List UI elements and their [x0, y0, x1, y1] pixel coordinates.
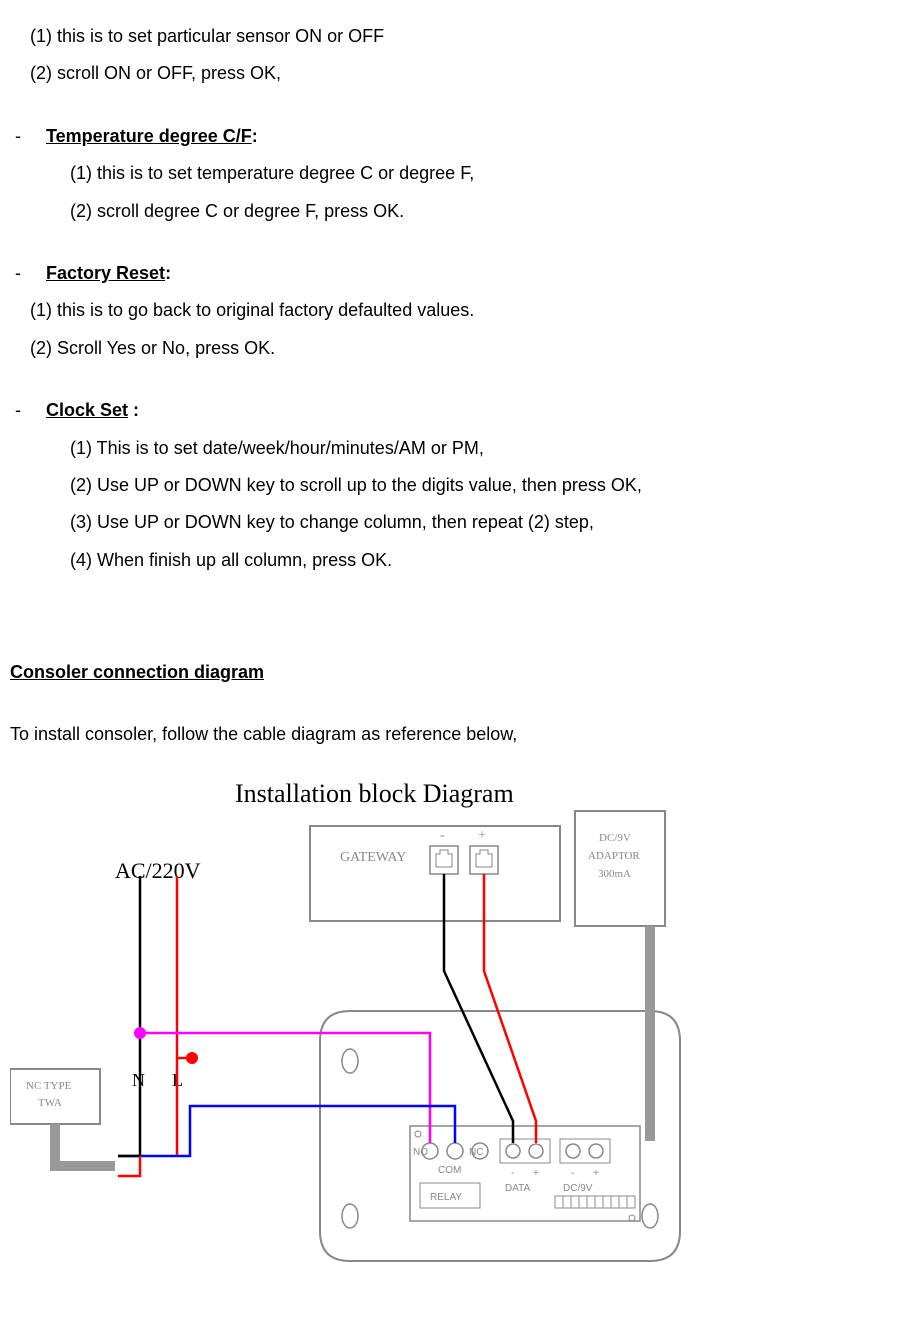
- n-label: N: [132, 1070, 145, 1090]
- magenta-wire: [140, 1033, 430, 1143]
- consoler-title: Consoler connection diagram: [10, 656, 887, 688]
- temp-title: Temperature degree C/F:: [46, 120, 258, 152]
- red-twa-end: [118, 1156, 140, 1176]
- data-minus: [506, 1144, 520, 1158]
- clock-line-3: (3) Use UP or DOWN key to change column,…: [10, 506, 887, 538]
- gateway-plus: +: [478, 828, 486, 843]
- console-outline: [320, 1011, 680, 1261]
- factory-title: Factory Reset:: [46, 257, 171, 289]
- adaptor-l1: DC/9V: [599, 832, 631, 844]
- dc-plus-label: +: [593, 1168, 599, 1179]
- dc-minus-label: -: [571, 1168, 574, 1179]
- screw-1: [415, 1131, 421, 1137]
- jack-inner-2: [476, 850, 492, 867]
- nc-label: NC: [469, 1147, 483, 1158]
- data-plus-label: +: [533, 1168, 539, 1179]
- clock-line-1: (1) This is to set date/week/hour/minute…: [10, 432, 887, 464]
- factory-line-1: (1) this is to go back to original facto…: [10, 294, 887, 326]
- dc-plus: [589, 1144, 603, 1158]
- temp-heading: - Temperature degree C/F:: [10, 120, 887, 152]
- dash: -: [10, 120, 21, 152]
- data-plus: [529, 1144, 543, 1158]
- clock-line-2: (2) Use UP or DOWN key to scroll up to t…: [10, 469, 887, 501]
- screw-2: [629, 1215, 635, 1221]
- nc-type-label: NC TYPE: [26, 1080, 72, 1092]
- gateway-label: GATEWAY: [340, 850, 406, 865]
- mount-hole-1: [342, 1049, 358, 1073]
- no-label: NO: [413, 1147, 428, 1158]
- com-label: COM: [438, 1165, 461, 1176]
- temp-line-2: (2) scroll degree C or degree F, press O…: [10, 195, 887, 227]
- data-red-wire: [484, 874, 536, 1143]
- diagram-svg: GATEWAY - + DC/9V ADAPTOR 300mA: [10, 771, 710, 1271]
- gray-cable-twa: [55, 1124, 115, 1166]
- jack-inner-1: [436, 850, 452, 867]
- adaptor-l2: ADAPTOR: [588, 850, 640, 862]
- intro-line-2: (2) scroll ON or OFF, press OK,: [10, 57, 887, 89]
- intro-line-1: (1) this is to set particular sensor ON …: [10, 20, 887, 52]
- gateway-minus: -: [440, 828, 445, 843]
- data-minus-label: -: [511, 1168, 514, 1179]
- twa-label: TWA: [38, 1097, 62, 1109]
- data-black-wire: [444, 874, 513, 1143]
- mount-hole-3: [642, 1204, 658, 1228]
- clock-line-4: (4) When finish up all column, press OK.: [10, 544, 887, 576]
- data-label: DATA: [505, 1183, 531, 1194]
- relay-com: [447, 1143, 463, 1159]
- mount-hole-2: [342, 1204, 358, 1228]
- temp-line-1: (1) this is to set temperature degree C …: [10, 157, 887, 189]
- factory-line-2: (2) Scroll Yes or No, press OK.: [10, 332, 887, 364]
- dc-label: DC/9V: [563, 1183, 593, 1194]
- dash: -: [10, 257, 21, 289]
- factory-heading: - Factory Reset:: [10, 257, 887, 289]
- clock-title: Clock Set :: [46, 394, 139, 426]
- dc-minus: [566, 1144, 580, 1158]
- relay-label: RELAY: [430, 1192, 462, 1203]
- adaptor-l3: 300mA: [598, 868, 631, 880]
- installation-diagram: Installation block Diagram AC/220V GATEW…: [10, 771, 710, 1271]
- clock-heading: - Clock Set :: [10, 394, 887, 426]
- blue-wire: [118, 1106, 455, 1156]
- document-content: (1) this is to set particular sensor ON …: [10, 20, 887, 1271]
- consoler-text: To install consoler, follow the cable di…: [10, 718, 887, 750]
- dash: -: [10, 394, 21, 426]
